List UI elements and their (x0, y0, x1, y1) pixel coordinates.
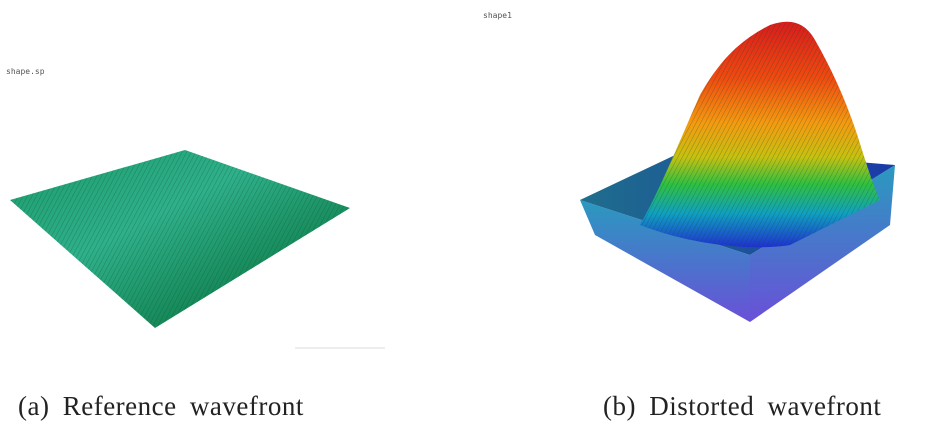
page: shape.sp (a) Reference wavefront shape1 … (0, 0, 951, 424)
surface-mesh (640, 22, 880, 247)
caption: (b) Distorted wavefront (603, 391, 881, 421)
surface-mesh (10, 150, 350, 328)
caption: (a) Reference wavefront (18, 391, 304, 421)
panel-label: shape1 (483, 11, 512, 20)
panel-label: shape.sp (6, 67, 45, 76)
figure: shape.sp (a) Reference wavefront shape1 … (0, 0, 951, 424)
